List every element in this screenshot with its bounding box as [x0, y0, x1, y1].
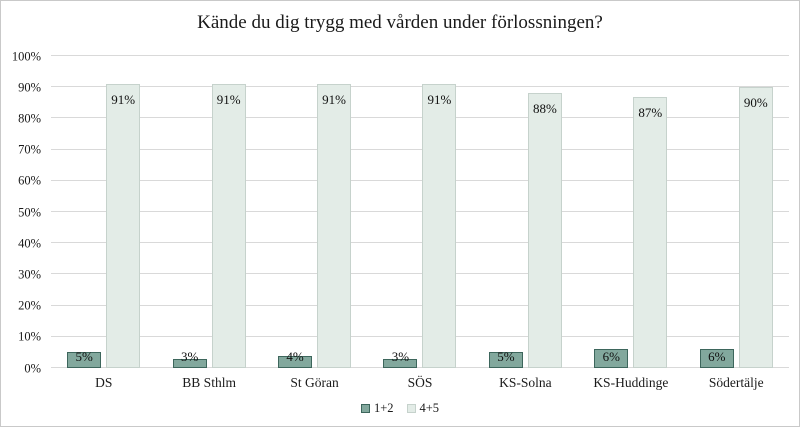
bar-slot: 88%	[527, 56, 562, 368]
chart-title: Kände du dig trygg med vården under förl…	[197, 12, 603, 33]
y-axis-tick-label: 30%	[18, 267, 41, 282]
bar-1+2	[594, 349, 629, 368]
bar-slot: 3%	[172, 56, 207, 368]
gridline	[51, 273, 789, 275]
x-axis-label: SÖS	[407, 375, 433, 390]
y-axis: 0% 10% 20% 30% 40% 50% 60% 70% 80% 90% 100%	[1, 50, 41, 374]
gridline	[51, 55, 789, 56]
bar-slot: 5%	[67, 56, 102, 368]
bar-4+5	[317, 84, 352, 368]
bar-4+5	[527, 93, 562, 368]
plot-area: 5% 91% 3% 91% 4% 91% 3% 91% 5% 88% 6% 87% 6% 90%	[51, 55, 789, 368]
bar-4+5	[211, 84, 246, 368]
gridline	[51, 179, 789, 181]
bar-slot: 3%	[383, 56, 418, 368]
legend-swatch-4+5	[406, 404, 416, 413]
bar-4+5	[633, 96, 668, 368]
legend-label: 1+2	[373, 401, 394, 415]
bar-slot: 90%	[738, 56, 773, 368]
x-axis-label: St Göran	[290, 375, 339, 390]
y-axis-tick-label: 20%	[18, 298, 41, 313]
y-axis-tick-label: 60%	[18, 173, 41, 188]
bar-slot: 91%	[422, 56, 457, 368]
x-axis: DS BB Sthlm St Göran SÖS KS-Solna KS-Huddinge…	[51, 375, 789, 391]
bar-4+5	[422, 84, 457, 368]
bar-4+5	[106, 84, 141, 368]
data-label: 6%	[602, 349, 620, 364]
data-label: 3%	[180, 349, 199, 364]
y-axis-tick-label: 100%	[11, 48, 41, 63]
gridline	[51, 367, 789, 368]
data-label: 90%	[743, 95, 768, 111]
y-axis-tick-label: 0%	[24, 360, 41, 375]
data-label: 88%	[532, 101, 557, 117]
y-axis-tick-label: 80%	[18, 111, 41, 126]
x-axis-label: Södertälje	[708, 375, 764, 390]
x-axis-label: DS	[95, 375, 113, 390]
bar-1+2	[278, 355, 313, 368]
y-axis-tick-label: 70%	[18, 142, 41, 157]
bar-slot: 91%	[106, 56, 141, 368]
legend-label: 4+5	[419, 401, 440, 415]
category-group: 4% 91%	[262, 56, 367, 368]
data-label: 91%	[111, 92, 136, 108]
gridline	[51, 304, 789, 306]
bar-4+5	[738, 87, 773, 368]
bar-1+2	[172, 358, 207, 368]
legend-item: 1+2	[360, 401, 394, 416]
bar-1+2	[383, 358, 418, 368]
bar-1+2	[488, 352, 523, 368]
y-axis-tick-label: 90%	[18, 79, 41, 94]
legend-swatch-1+2	[360, 404, 370, 413]
gridline	[51, 117, 789, 119]
data-label: 6%	[708, 349, 726, 364]
data-label: 4%	[286, 349, 304, 364]
data-label: 91%	[216, 92, 241, 108]
bar-slot: 4%	[278, 56, 313, 368]
bar-slot: 5%	[488, 56, 523, 368]
bar-1+2	[67, 352, 102, 368]
gridline	[51, 335, 789, 337]
data-label: 3%	[391, 349, 410, 364]
legend-item: 4+5	[406, 401, 440, 416]
category-group: 6% 87%	[578, 56, 683, 368]
category-group: 5% 88%	[473, 56, 578, 368]
data-label: 91%	[427, 92, 452, 108]
y-axis-tick-label: 40%	[18, 235, 41, 250]
category-group: 5% 91%	[51, 56, 156, 368]
data-label: 87%	[638, 104, 663, 120]
bar-slot: 87%	[633, 56, 668, 368]
x-axis-label: BB Sthlm	[182, 375, 236, 390]
bar-1+2	[699, 349, 734, 368]
data-label: 91%	[322, 92, 346, 108]
x-axis-label: KS-Solna	[499, 375, 552, 390]
category-group: 3% 91%	[367, 56, 472, 368]
category-group: 6% 90%	[684, 56, 789, 368]
x-axis-label: KS-Huddinge	[593, 375, 669, 390]
bar-slot: 6%	[594, 56, 629, 368]
gridline	[51, 148, 789, 150]
y-axis-tick-label: 50%	[18, 204, 41, 219]
categories-layer: 5% 91% 3% 91% 4% 91% 3% 91% 5% 88% 6% 87% 6% 90%	[51, 56, 789, 368]
bar-slot: 91%	[211, 56, 246, 368]
category-group: 3% 91%	[156, 56, 261, 368]
gridline	[51, 86, 789, 88]
legend: 1+2 4+5	[1, 401, 799, 416]
bar-slot: 6%	[699, 56, 734, 368]
y-axis-tick-label: 10%	[18, 329, 41, 344]
data-label: 5%	[75, 349, 93, 364]
gridline	[51, 211, 789, 212]
bar-slot: 91%	[317, 56, 352, 368]
data-label: 5%	[497, 349, 515, 364]
gridline	[51, 242, 789, 244]
